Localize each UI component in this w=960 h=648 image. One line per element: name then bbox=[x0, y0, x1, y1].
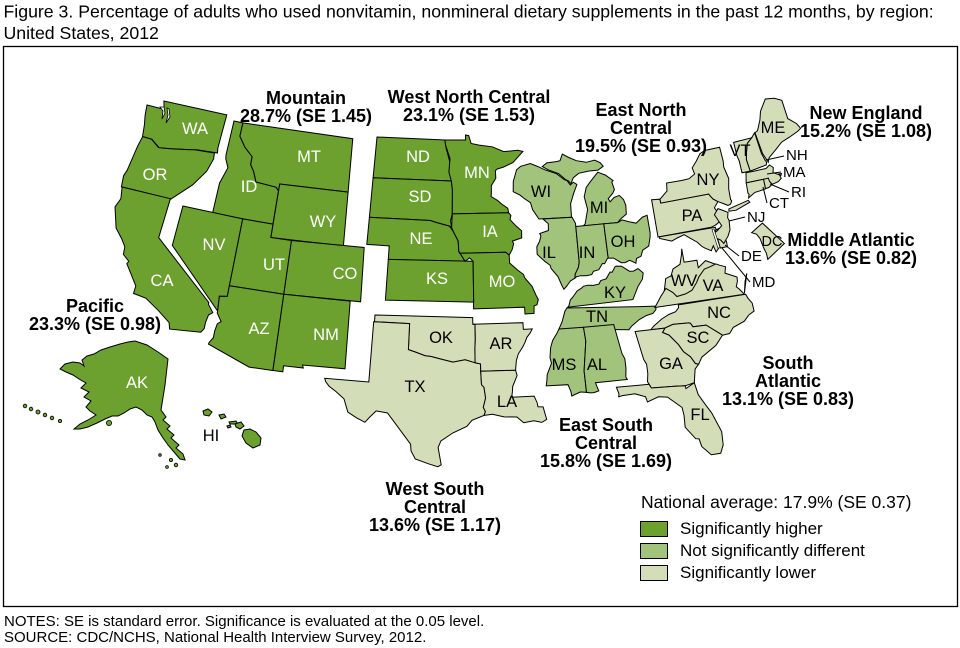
svg-text:National average: 17.9% (SE 0.: National average: 17.9% (SE 0.37) bbox=[641, 492, 911, 512]
svg-text:Central: Central bbox=[404, 497, 466, 517]
svg-text:East North: East North bbox=[595, 100, 686, 120]
svg-text:MI: MI bbox=[590, 199, 608, 217]
svg-text:ID: ID bbox=[241, 178, 258, 196]
svg-text:New England: New England bbox=[809, 103, 922, 123]
svg-text:WI: WI bbox=[531, 183, 551, 201]
svg-text:NM: NM bbox=[313, 326, 339, 344]
svg-text:TX: TX bbox=[404, 378, 425, 396]
svg-text:NH: NH bbox=[786, 147, 808, 164]
svg-text:ME: ME bbox=[761, 119, 786, 137]
svg-text:WV: WV bbox=[671, 272, 698, 290]
svg-text:SC: SC bbox=[687, 329, 710, 347]
svg-text:Atlantic: Atlantic bbox=[755, 371, 821, 391]
svg-text:AZ: AZ bbox=[248, 320, 269, 338]
svg-text:OH: OH bbox=[611, 233, 636, 251]
svg-text:HI: HI bbox=[203, 427, 220, 445]
svg-text:23.1% (SE 1.53): 23.1% (SE 1.53) bbox=[403, 105, 535, 125]
svg-text:KY: KY bbox=[604, 284, 626, 302]
svg-text:United States, 2012: United States, 2012 bbox=[4, 23, 159, 43]
svg-text:RI: RI bbox=[791, 184, 806, 201]
svg-text:OK: OK bbox=[429, 329, 453, 347]
svg-text:Figure 3. Percentage of adults: Figure 3. Percentage of adults who used … bbox=[4, 2, 934, 22]
svg-text:IN: IN bbox=[579, 244, 596, 262]
svg-text:MA: MA bbox=[783, 164, 806, 181]
svg-text:Not significantly different: Not significantly different bbox=[680, 541, 865, 560]
svg-text:West South: West South bbox=[386, 479, 485, 499]
svg-text:WY: WY bbox=[310, 213, 337, 231]
svg-text:Mountain: Mountain bbox=[266, 88, 346, 108]
svg-text:SOURCE: CDC/NCHS, National Hea: SOURCE: CDC/NCHS, National Health Interv… bbox=[4, 629, 426, 646]
svg-text:ND: ND bbox=[406, 148, 430, 166]
svg-text:IL: IL bbox=[542, 244, 556, 262]
svg-text:NC: NC bbox=[707, 304, 731, 322]
svg-text:DE: DE bbox=[741, 248, 762, 265]
svg-text:DC: DC bbox=[762, 234, 783, 250]
svg-text:NOTES: SE is standard error. S: NOTES: SE is standard error. Significanc… bbox=[4, 613, 484, 630]
svg-text:VA: VA bbox=[703, 277, 724, 295]
svg-text:NY: NY bbox=[697, 171, 720, 189]
svg-text:CT: CT bbox=[769, 195, 789, 212]
svg-text:AR: AR bbox=[490, 335, 513, 353]
svg-text:MS: MS bbox=[552, 356, 577, 374]
svg-text:NE: NE bbox=[410, 230, 433, 248]
svg-text:KS: KS bbox=[426, 270, 448, 288]
svg-text:15.2% (SE 1.08): 15.2% (SE 1.08) bbox=[800, 121, 932, 141]
svg-text:Middle Atlantic: Middle Atlantic bbox=[787, 230, 914, 250]
svg-text:13.6% (SE 0.82): 13.6% (SE 0.82) bbox=[785, 248, 917, 268]
svg-text:28.7% (SE 1.45): 28.7% (SE 1.45) bbox=[240, 106, 372, 126]
svg-text:UT: UT bbox=[263, 256, 285, 274]
svg-text:GA: GA bbox=[659, 355, 683, 373]
svg-text:23.3% (SE 0.98): 23.3% (SE 0.98) bbox=[29, 314, 161, 334]
svg-text:OR: OR bbox=[143, 166, 168, 184]
svg-text:West North Central: West North Central bbox=[388, 87, 551, 107]
svg-text:Central: Central bbox=[610, 118, 672, 138]
svg-text:CA: CA bbox=[151, 272, 174, 290]
svg-text:AL: AL bbox=[587, 356, 607, 374]
svg-text:Significantly lower: Significantly lower bbox=[680, 563, 816, 582]
svg-text:NV: NV bbox=[203, 236, 226, 254]
svg-text:Pacific: Pacific bbox=[66, 296, 124, 316]
svg-text:MN: MN bbox=[464, 164, 490, 182]
svg-text:MT: MT bbox=[297, 148, 321, 166]
svg-text:PA: PA bbox=[682, 207, 703, 225]
svg-text:13.6% (SE 1.17): 13.6% (SE 1.17) bbox=[369, 515, 501, 535]
svg-text:Central: Central bbox=[575, 433, 637, 453]
svg-text:19.5% (SE 0.93): 19.5% (SE 0.93) bbox=[575, 136, 707, 156]
svg-text:CO: CO bbox=[333, 265, 358, 283]
svg-text:IA: IA bbox=[482, 223, 498, 241]
svg-text:East South: East South bbox=[559, 415, 653, 435]
svg-text:MO: MO bbox=[489, 273, 516, 291]
svg-text:MD: MD bbox=[752, 274, 775, 291]
svg-text:FL: FL bbox=[690, 406, 709, 424]
svg-text:VT: VT bbox=[729, 142, 750, 160]
svg-text:13.1% (SE 0.83): 13.1% (SE 0.83) bbox=[722, 389, 854, 409]
svg-text:NJ: NJ bbox=[747, 209, 765, 226]
svg-text:LA: LA bbox=[497, 393, 517, 411]
svg-text:15.8% (SE 1.69): 15.8% (SE 1.69) bbox=[540, 451, 672, 471]
svg-text:SD: SD bbox=[409, 188, 432, 206]
svg-text:AK: AK bbox=[126, 374, 148, 392]
svg-text:TN: TN bbox=[586, 308, 608, 326]
svg-text:WA: WA bbox=[182, 120, 208, 138]
svg-text:Significantly higher: Significantly higher bbox=[680, 519, 823, 538]
svg-text:South: South bbox=[763, 353, 814, 373]
